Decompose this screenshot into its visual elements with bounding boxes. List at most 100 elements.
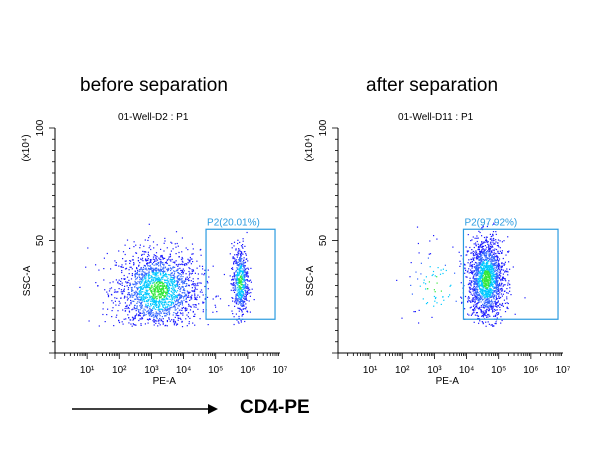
event-dot (192, 248, 194, 250)
event-dot (145, 275, 147, 277)
event-dot (178, 279, 180, 281)
event-dot (162, 272, 164, 274)
event-dot (150, 259, 152, 261)
event-dot (149, 288, 151, 290)
event-dot (236, 264, 238, 266)
event-dot (129, 294, 131, 296)
event-dot (174, 261, 176, 263)
event-dot (244, 286, 246, 288)
event-dot (476, 292, 478, 294)
event-dot (146, 310, 149, 312)
event-dot (95, 264, 97, 266)
event-dot (490, 264, 492, 266)
event-dot (496, 309, 498, 311)
event-dot (486, 275, 488, 277)
event-dot (140, 299, 142, 301)
event-dot (500, 296, 502, 299)
event-dot (181, 295, 183, 297)
event-dot (490, 284, 493, 287)
event-dot (174, 301, 176, 303)
event-dot (153, 289, 155, 291)
event-dot (482, 285, 484, 287)
event-dot (501, 262, 503, 264)
event-dot (472, 276, 474, 278)
event-dot (166, 295, 168, 297)
event-dot (175, 294, 177, 297)
event-dot (148, 312, 150, 314)
event-dot (116, 291, 118, 293)
event-dot (181, 269, 183, 271)
event-dot (189, 261, 191, 263)
event-dot (482, 259, 484, 261)
event-dot (475, 277, 477, 280)
event-dot (499, 291, 501, 293)
event-dot (487, 289, 489, 291)
event-dot (496, 265, 498, 267)
event-dot (436, 238, 438, 240)
event-dot (491, 295, 493, 297)
event-dot (233, 282, 235, 284)
event-dot (449, 285, 451, 287)
event-dot (489, 273, 491, 275)
event-dot (126, 299, 129, 301)
event-dot (487, 284, 489, 287)
event-dot (162, 278, 164, 280)
event-dot (427, 257, 429, 259)
event-dot (173, 320, 175, 322)
event-dot (496, 289, 498, 291)
event-dot (480, 305, 482, 307)
event-dot (245, 289, 247, 291)
event-dot (500, 316, 502, 318)
event-dot (242, 302, 244, 304)
event-dot (491, 256, 493, 258)
event-dot (486, 316, 488, 318)
event-dot (152, 267, 154, 269)
event-dot (159, 264, 161, 266)
event-dot (238, 268, 240, 270)
event-dot (160, 282, 163, 284)
event-dot (497, 262, 499, 264)
event-dot (486, 299, 488, 301)
event-dot (471, 249, 473, 251)
event-dot (473, 283, 475, 285)
event-dot (115, 262, 117, 264)
event-dot (158, 293, 160, 295)
event-dot (152, 299, 154, 301)
event-dot (241, 258, 243, 260)
event-dot (190, 305, 192, 307)
event-dot (481, 235, 483, 237)
event-dot (155, 273, 157, 275)
event-dot (487, 316, 489, 318)
event-dot (190, 298, 192, 300)
event-dot (235, 271, 237, 273)
event-dot (237, 282, 239, 284)
event-dot (452, 246, 454, 248)
event-dot (134, 316, 136, 318)
event-dot (492, 260, 494, 262)
event-dot (155, 282, 157, 284)
event-dot (240, 271, 242, 273)
event-dot (470, 264, 473, 266)
event-dot (240, 281, 243, 283)
event-dot (484, 280, 486, 282)
event-dot (171, 276, 173, 279)
event-dot (150, 280, 152, 283)
event-dot (151, 300, 153, 302)
event-dot (494, 248, 496, 250)
event-dot (489, 254, 491, 256)
event-dot (488, 300, 490, 302)
event-dot (506, 306, 508, 308)
event-dot (486, 257, 488, 259)
event-dot (166, 293, 168, 295)
event-dot (488, 295, 490, 297)
event-dot (492, 241, 494, 243)
event-dot (134, 276, 136, 278)
event-dot (480, 251, 482, 253)
event-dot (160, 248, 162, 250)
event-dot (135, 292, 137, 294)
event-dot (131, 268, 133, 270)
event-dot (234, 275, 236, 277)
event-dot (165, 312, 167, 314)
event-dot (141, 270, 143, 272)
event-dot (140, 306, 142, 308)
